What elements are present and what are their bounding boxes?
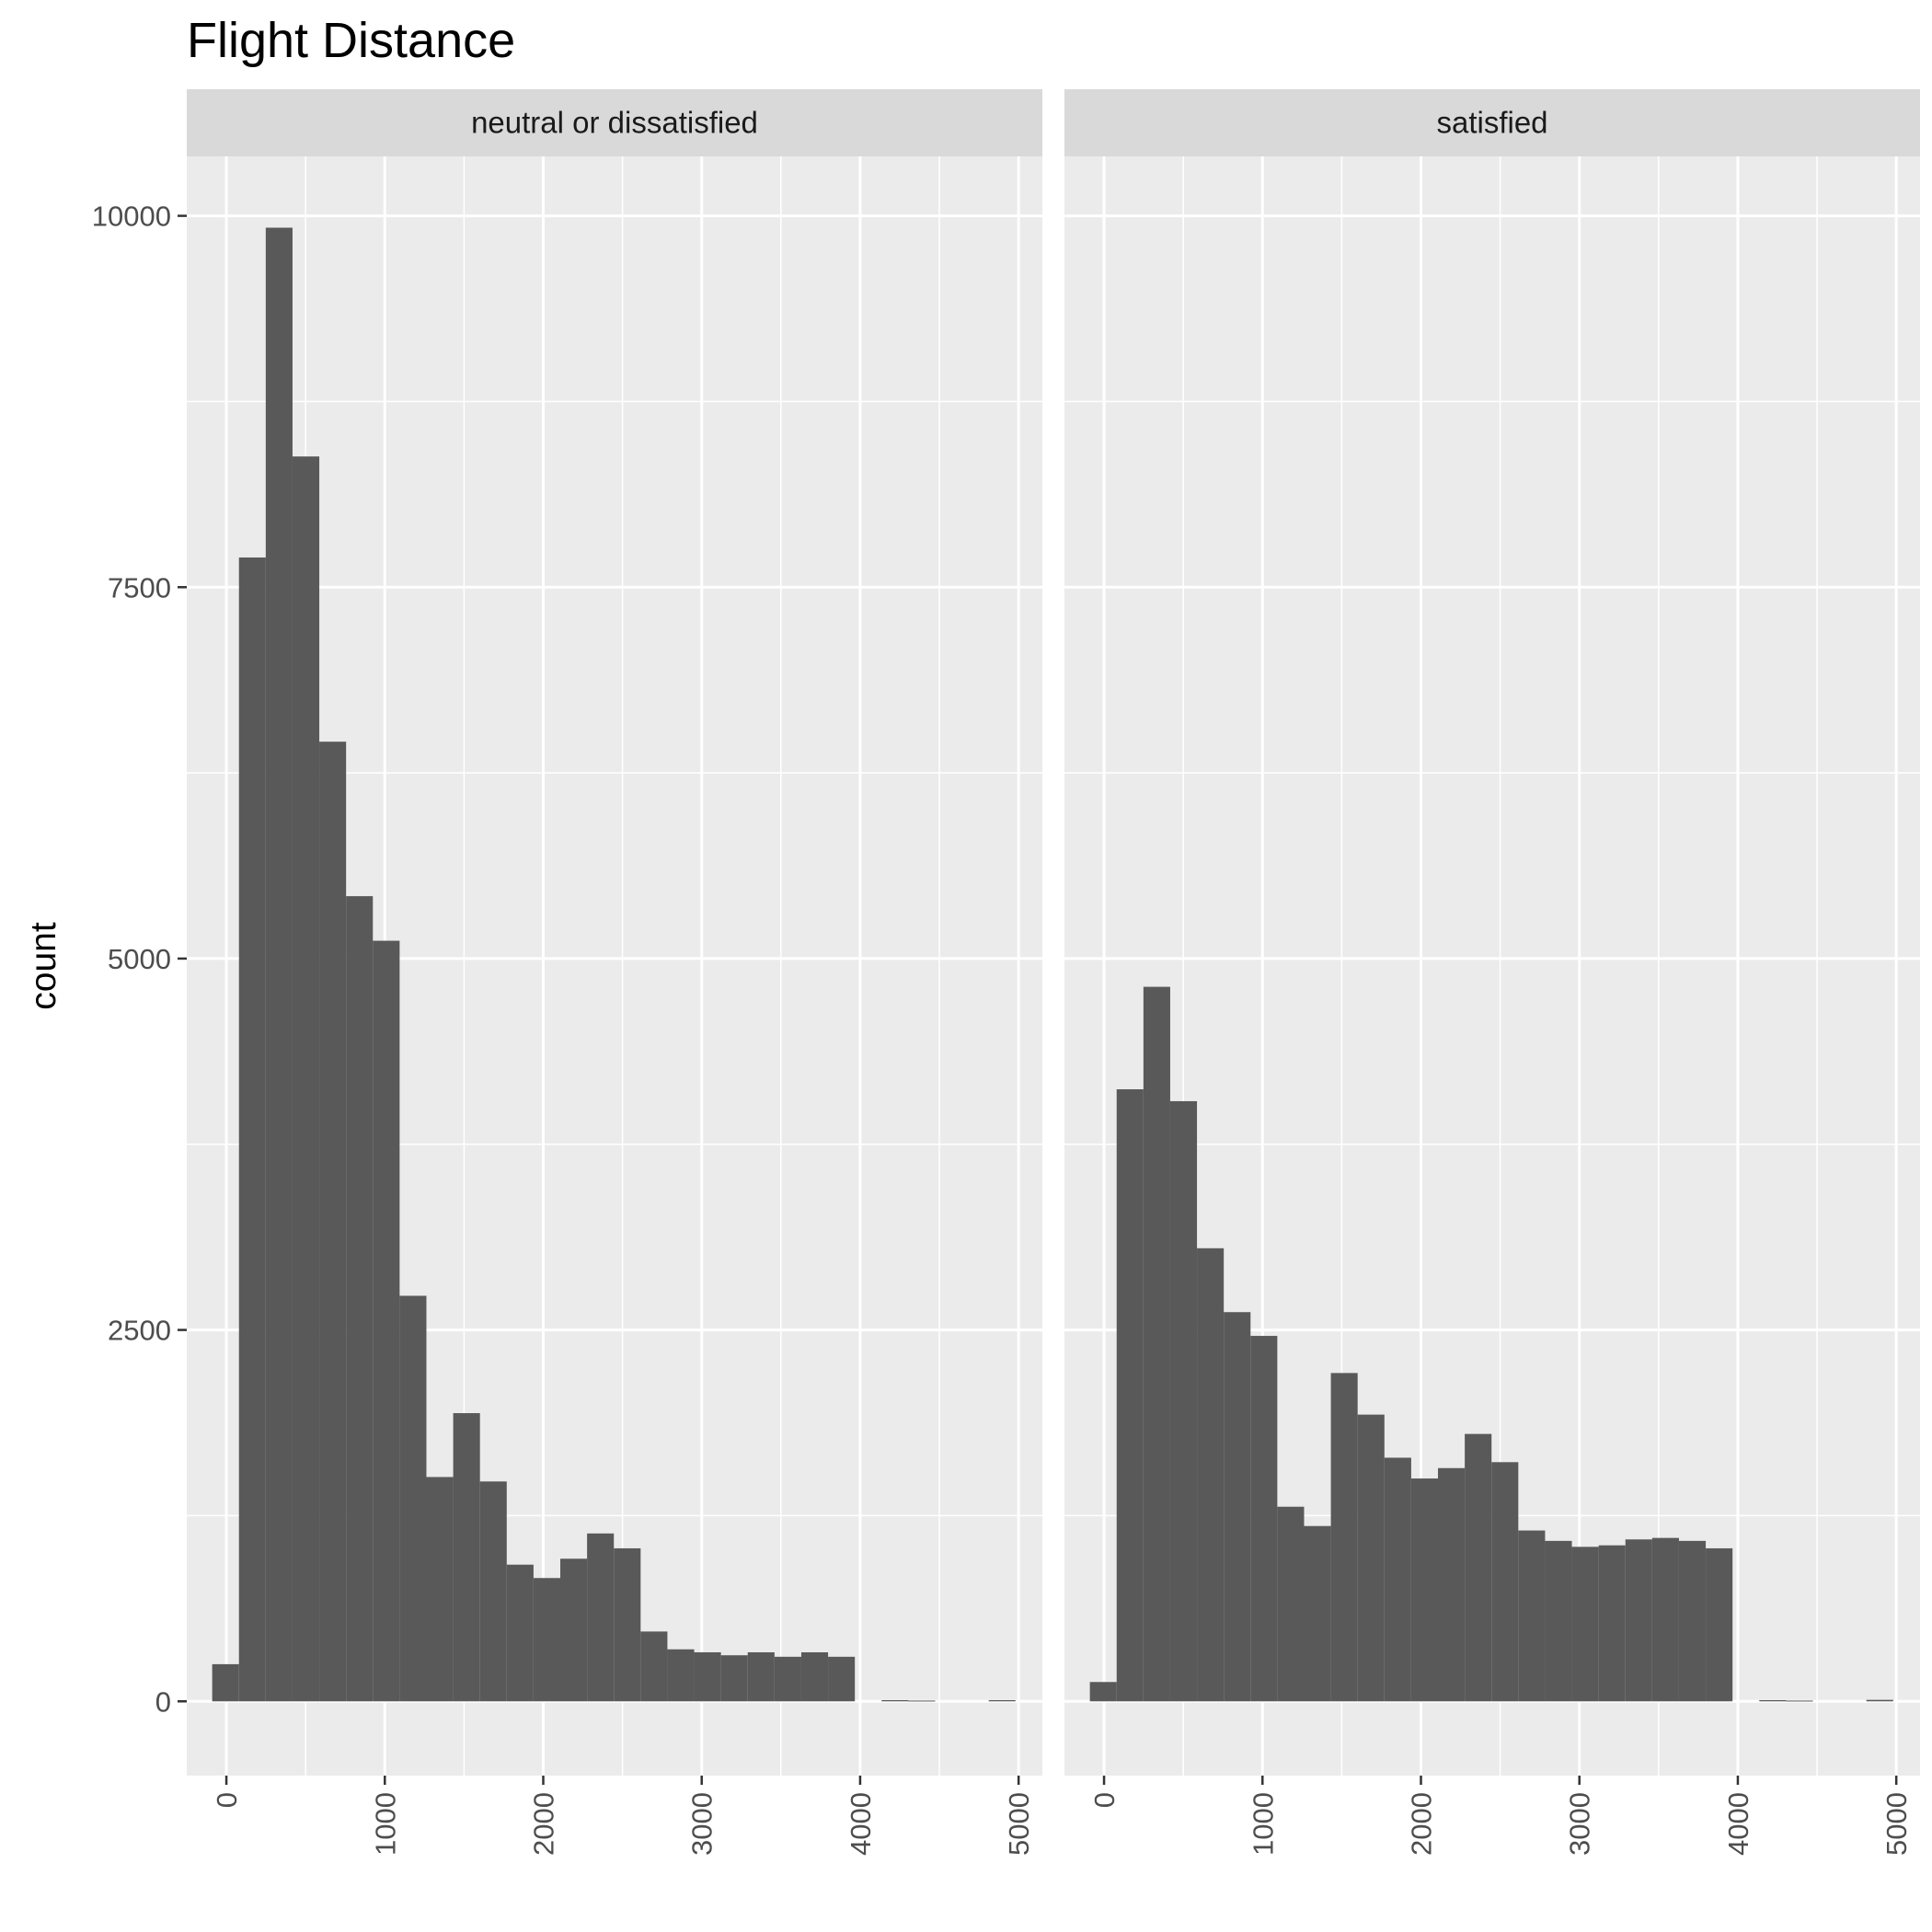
x-tick-label: 2000 — [1406, 1792, 1438, 1856]
histogram-bar — [1197, 1248, 1225, 1702]
histogram-bar — [1169, 1100, 1198, 1702]
y-tick-label: 7500 — [108, 571, 171, 604]
histogram-bar — [587, 1533, 615, 1702]
histogram-bar — [1143, 986, 1170, 1702]
y-tick-label: 10000 — [92, 201, 171, 233]
histogram-bar — [800, 1651, 829, 1702]
histogram-bar — [238, 557, 266, 1702]
x-tick-label: 5000 — [1003, 1792, 1035, 1856]
histogram-bar — [1384, 1457, 1411, 1702]
chart-title: Flight Distance — [187, 13, 515, 68]
x-tick-label: 4000 — [1722, 1792, 1754, 1856]
x-tick-label: 0 — [1088, 1792, 1121, 1808]
histogram-bar — [747, 1651, 775, 1702]
histogram-bar — [720, 1655, 748, 1702]
histogram-bar — [212, 1663, 239, 1702]
histogram-bar — [1545, 1540, 1572, 1702]
x-tick-label: 1000 — [369, 1792, 401, 1856]
y-axis: 0 2500 5000 7500 10000 — [92, 201, 187, 1718]
histogram-bar — [908, 1700, 936, 1702]
histogram-bar — [1598, 1545, 1626, 1702]
histogram-bar — [881, 1699, 909, 1702]
histogram-bar — [988, 1699, 1016, 1702]
histogram-bar — [1357, 1414, 1385, 1702]
histogram-bar — [774, 1656, 801, 1702]
histogram-bar — [1304, 1525, 1331, 1702]
y-tick-label: 5000 — [108, 943, 171, 975]
histogram-bar — [453, 1413, 480, 1702]
histogram-bar — [1625, 1539, 1652, 1702]
x-tick-label: 1000 — [1247, 1792, 1279, 1856]
histogram-bar — [694, 1651, 721, 1702]
facet-strip — [1064, 89, 1920, 156]
histogram-bar — [1678, 1540, 1707, 1702]
histogram-bar — [640, 1631, 668, 1702]
histogram-bar — [1518, 1530, 1546, 1702]
facet-panel: neutral or dissatisfied 0 1000 2000 3000 4000… — [187, 89, 1042, 1856]
facet-strip-label: neutral or dissatisfied — [471, 106, 758, 140]
histogram-bar — [1089, 1682, 1117, 1702]
histogram-bar — [1224, 1312, 1251, 1702]
histogram-bar — [1410, 1478, 1439, 1702]
histogram-bar — [1706, 1547, 1733, 1702]
histogram-bar — [1116, 1089, 1144, 1702]
histogram-bar — [828, 1656, 856, 1702]
facet-strip-label: satisfied — [1436, 106, 1547, 140]
histogram-bar — [479, 1481, 507, 1702]
histogram-bar — [667, 1649, 695, 1702]
histogram-bar — [1866, 1699, 1893, 1702]
x-tick-label: 3000 — [686, 1792, 719, 1856]
histogram-bar — [1759, 1699, 1787, 1702]
histogram-bar — [1277, 1506, 1305, 1702]
y-tick-label: 0 — [155, 1685, 171, 1718]
histogram-bar — [292, 456, 320, 1702]
histogram-bar — [373, 940, 400, 1702]
histogram-bar — [1651, 1537, 1679, 1702]
x-tick-label: 4000 — [845, 1792, 877, 1856]
histogram-bar — [399, 1295, 427, 1702]
x-tick-label: 3000 — [1564, 1792, 1596, 1856]
y-axis-title: count — [24, 922, 63, 1010]
facet-strip — [187, 89, 1042, 156]
histogram-bar — [1786, 1700, 1813, 1702]
x-tick-label: 0 — [211, 1792, 243, 1808]
x-tick-label: 2000 — [528, 1792, 560, 1856]
histogram-bar — [1491, 1462, 1519, 1702]
y-tick-label: 2500 — [108, 1315, 171, 1347]
histogram-bar — [614, 1547, 641, 1702]
histogram-bar — [506, 1564, 534, 1702]
histogram-bar — [560, 1558, 588, 1702]
panels-layer: neutral or dissatisfied 0 1000 2000 3000 4000… — [187, 89, 1920, 1856]
x-tick-label: 5000 — [1880, 1792, 1913, 1856]
histogram-bar — [426, 1477, 454, 1702]
histogram-bar — [346, 896, 374, 1702]
histogram-bar — [1250, 1336, 1278, 1702]
facet-panel: satisfied 0 1000 2000 3000 4000 5000 — [1064, 89, 1920, 1856]
histogram-bar — [319, 742, 347, 1702]
histogram-bar — [1465, 1433, 1492, 1702]
histogram-bar — [1438, 1467, 1466, 1702]
histogram-bar — [1571, 1547, 1599, 1702]
histogram-bar — [1330, 1373, 1358, 1702]
histogram-bar — [265, 227, 293, 1702]
histogram-bar — [533, 1578, 561, 1702]
